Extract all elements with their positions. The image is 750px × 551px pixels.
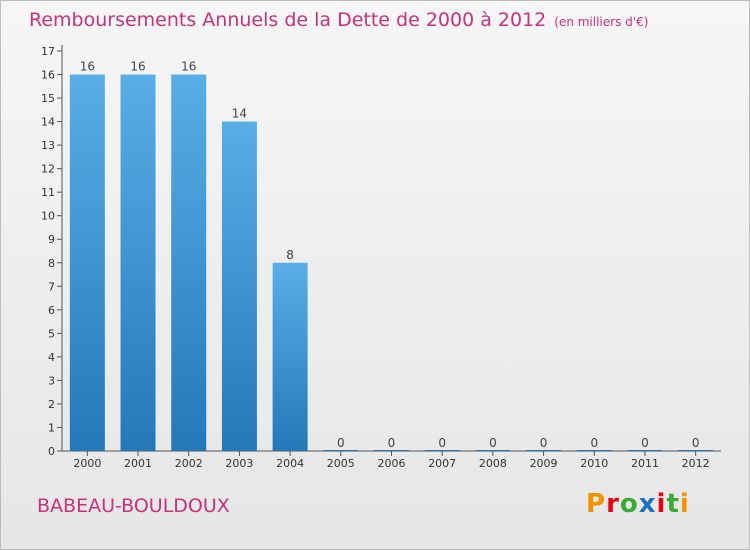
x-tick-label: 2007 [428, 457, 456, 470]
logo-letter: x [638, 489, 657, 519]
bar-2011 [627, 450, 663, 451]
y-tick-label: 9 [48, 233, 55, 246]
x-tick-label: 2001 [124, 457, 152, 470]
data-label: 0 [590, 436, 598, 450]
data-label: 8 [286, 248, 294, 262]
y-tick-label: 16 [41, 69, 55, 82]
bar-2010 [576, 450, 612, 451]
x-tick-label: 2006 [378, 457, 406, 470]
logo-letter: P [586, 489, 607, 519]
y-tick-label: 7 [48, 280, 55, 293]
bar-2009 [526, 450, 562, 451]
y-tick-label: 8 [48, 257, 55, 270]
x-tick-label: 2011 [631, 457, 659, 470]
logo-letter: r [606, 489, 620, 519]
x-tick-label: 2009 [530, 457, 558, 470]
y-tick-label: 10 [41, 210, 55, 223]
x-tick-label: 2000 [73, 457, 101, 470]
bar-2003 [221, 121, 257, 452]
bar-2006 [374, 450, 409, 451]
x-tick-label: 2008 [479, 457, 507, 470]
data-label: 0 [692, 436, 700, 450]
bar-2004 [272, 262, 308, 451]
data-label: 0 [540, 436, 548, 450]
x-tick-label: 2002 [175, 457, 203, 470]
data-label: 0 [337, 436, 345, 450]
data-label: 0 [641, 436, 649, 450]
x-tick-label: 2005 [327, 457, 355, 470]
data-label: 0 [489, 436, 497, 450]
y-tick-label: 2 [48, 398, 55, 411]
logo-letter: i [679, 489, 690, 519]
y-tick-label: 5 [48, 327, 55, 340]
data-label: 0 [438, 436, 446, 450]
chart-title: Remboursements Annuels de la Dette de 20… [29, 9, 648, 31]
data-label: 14 [232, 107, 247, 121]
y-tick-label: 17 [41, 45, 55, 58]
y-tick-label: 13 [41, 139, 55, 152]
data-label: 0 [388, 436, 396, 450]
data-label: 16 [181, 60, 196, 74]
proxiti-logo[interactable]: Proxiti [586, 489, 690, 519]
y-tick-label: 12 [41, 163, 55, 176]
y-tick-label: 0 [48, 445, 55, 458]
bar-2000 [69, 74, 105, 451]
bar-2001 [120, 74, 156, 451]
bar-2005 [323, 450, 359, 451]
chart-unit: (en milliers d'€) [554, 15, 649, 29]
data-label: 16 [80, 60, 95, 74]
data-label: 16 [130, 60, 145, 74]
chart-title-text: Remboursements Annuels de la Dette de 20… [29, 9, 547, 31]
y-tick-label: 11 [41, 186, 55, 199]
y-tick-label: 3 [48, 374, 55, 387]
logo-letter: i [656, 489, 667, 519]
y-tick-label: 6 [48, 304, 55, 317]
bar-2007 [424, 450, 460, 451]
y-tick-label: 15 [41, 92, 55, 105]
x-tick-label: 2012 [682, 457, 710, 470]
y-tick-label: 1 [48, 421, 55, 434]
y-tick-label: 14 [41, 116, 55, 129]
commune-name: BABEAU-BOULDOUX [37, 495, 230, 517]
bar-2002 [171, 74, 207, 451]
x-tick-label: 2004 [276, 457, 304, 470]
bar-2008 [475, 450, 511, 451]
logo-letter: o [619, 489, 639, 519]
y-tick-label: 4 [48, 351, 55, 364]
x-tick-label: 2003 [225, 457, 253, 470]
bar-2012 [678, 450, 714, 451]
x-tick-label: 2010 [580, 457, 608, 470]
logo-letter: t [666, 489, 680, 519]
